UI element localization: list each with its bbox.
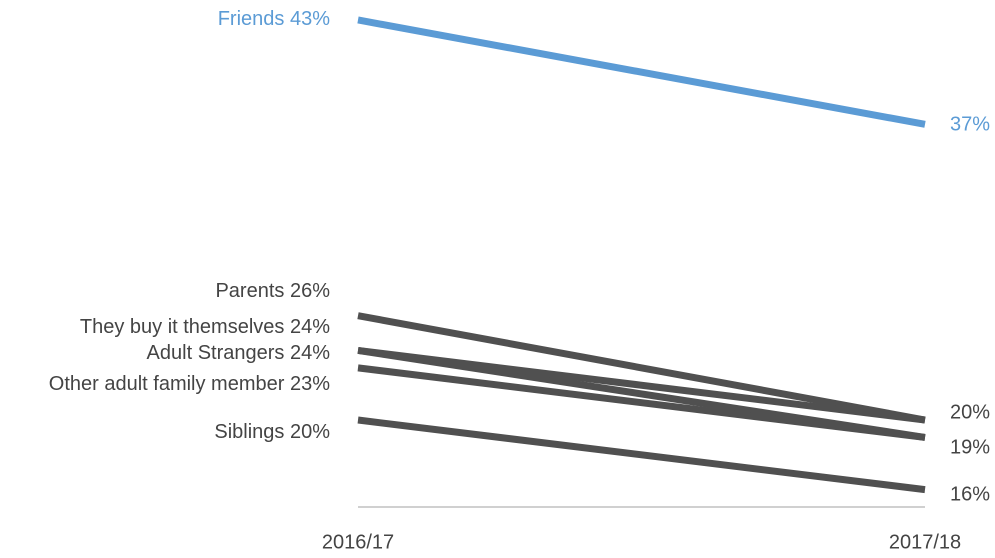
series-label: They buy it themselves 24% xyxy=(80,316,330,338)
series-name: Friends xyxy=(218,8,285,30)
value-label: 26% xyxy=(290,280,330,302)
series-label: Other adult family member 23% xyxy=(49,373,330,395)
series-name: Other adult family member xyxy=(49,373,285,395)
series-line xyxy=(357,364,926,441)
value-label: 24% xyxy=(290,316,330,338)
series-name: Siblings xyxy=(214,421,284,443)
x-tick-label: 2016/17 xyxy=(322,531,394,553)
value-label: 23% xyxy=(290,373,330,395)
value-label: 43% xyxy=(290,8,330,30)
series-line xyxy=(357,346,926,424)
series-line xyxy=(357,16,926,128)
series-name: They buy it themselves xyxy=(80,316,285,338)
x-tick-label: 2017/18 xyxy=(889,531,961,553)
value-label: 20% xyxy=(950,401,990,423)
series-label: Siblings 20% xyxy=(214,421,330,443)
series-line xyxy=(357,416,926,494)
series-label: Friends 43% xyxy=(218,8,331,30)
series-label: Parents 26% xyxy=(215,280,330,302)
value-label: 19% xyxy=(950,436,990,458)
series-name: Parents xyxy=(215,280,284,302)
value-label: 16% xyxy=(950,483,990,505)
series-label: Adult Strangers 24% xyxy=(147,342,331,364)
value-label: 20% xyxy=(290,421,330,443)
series-name: Adult Strangers xyxy=(147,342,285,364)
value-label: 24% xyxy=(290,342,330,364)
series-line xyxy=(357,312,926,424)
value-label: 37% xyxy=(950,113,990,135)
